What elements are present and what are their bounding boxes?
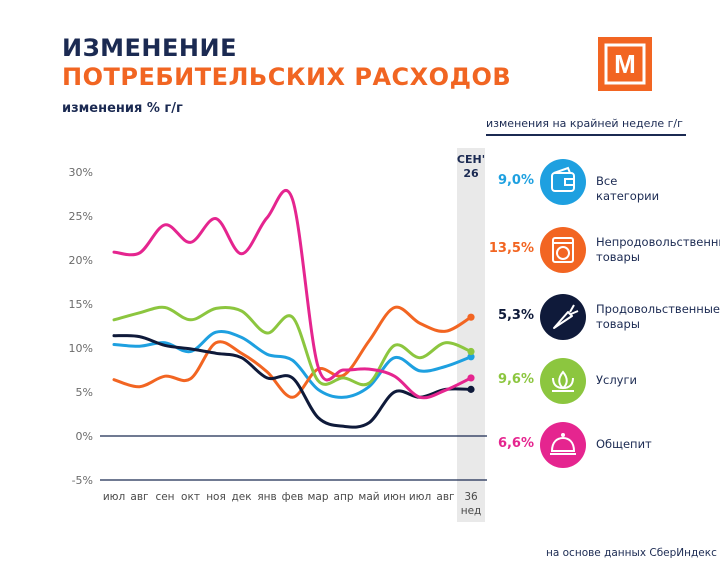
x-tick-label: мар [307, 491, 328, 503]
legend-divider [486, 134, 686, 136]
legend-value: 9,6% [497, 372, 534, 387]
series-line-1 [112, 305, 473, 399]
x-tick-label: окт [181, 491, 200, 503]
x-tick-label: дек [231, 491, 251, 503]
x-tick-label: ноя [206, 491, 226, 503]
x-tick-label: июн [383, 491, 406, 503]
legend-value: 9,0% [497, 173, 534, 188]
series-line-3 [112, 305, 473, 387]
y-tick-label: 30% [69, 166, 93, 179]
x-tick-label-line2: нед [461, 505, 482, 517]
chart-title-line1: ИЗМЕНЕНИЕ [62, 34, 237, 62]
carrot-icon [553, 304, 579, 329]
cloche-icon [550, 433, 576, 455]
series-endpoint-3 [467, 347, 475, 356]
x-tick-label: янв [257, 491, 276, 503]
legend-label-line2: товары [596, 317, 640, 331]
logo-letter: М [614, 49, 636, 79]
legend-value: 6,6% [497, 436, 534, 451]
legend-label-line2: товары [596, 250, 640, 264]
y-tick-label: 20% [69, 254, 93, 267]
x-tick-label: апр [334, 491, 354, 503]
series-endpoint-0 [467, 353, 475, 361]
x-tick-label: май [358, 491, 379, 503]
highlight-label-line2: 26 [463, 167, 479, 180]
y-tick-label: 10% [69, 342, 93, 355]
x-tick-label: июл [409, 491, 431, 503]
y-axis-caption: изменения % г/г [62, 101, 183, 116]
legend-icon-circle [540, 358, 586, 404]
legend-icon-circle [540, 227, 586, 273]
legend-icon-circle [540, 294, 586, 340]
x-tick-label: 36 [464, 491, 478, 503]
legend-value: 5,3% [497, 308, 534, 323]
legend-label-line1: Продовольственные [596, 302, 720, 316]
legend-icon-circle [540, 159, 586, 205]
legend-label: Продовольственные товары [596, 302, 720, 332]
y-tick-label: 25% [69, 210, 93, 223]
y-tick-label: -5% [72, 474, 93, 487]
series-line-0 [112, 329, 473, 399]
legend-icon-circle [540, 422, 586, 468]
x-tick-label: фев [282, 491, 304, 503]
y-tick-label: 15% [69, 298, 93, 311]
series-endpoint-1 [467, 313, 475, 321]
legend-label-line1: Непродовольственные [596, 235, 720, 249]
x-tick-label: сен [155, 491, 174, 503]
series-line-4 [112, 189, 473, 400]
y-tick-label: 0% [76, 430, 93, 443]
x-tick-label: авг [130, 491, 148, 503]
legend-caption: изменения на крайней неделе г/г [486, 117, 683, 130]
series-endpoint-2 [467, 385, 475, 393]
series-line-2 [112, 334, 473, 429]
legend-header: изменения на крайней неделе г/г [486, 117, 686, 136]
legend-value: 13,5% [488, 241, 534, 256]
brand-logo: М [598, 37, 652, 91]
highlight-label-line1: СЕН' [457, 153, 485, 166]
legend-label: Все категории [596, 174, 660, 203]
legend-label: Услуги [596, 373, 638, 387]
highlight-band [457, 148, 485, 522]
logo-m-icon: М [604, 43, 646, 85]
washing-machine-icon [552, 237, 574, 263]
series-endpoint-4 [467, 374, 475, 382]
lotus-icon [552, 370, 574, 392]
wallet-icon [551, 166, 575, 192]
legend-label: Непродовольственные товары [596, 235, 720, 265]
x-tick-label: июл [103, 491, 125, 503]
x-tick-label: авг [436, 491, 454, 503]
footer-source: на основе данных СберИндекс [546, 547, 717, 559]
legend-label: Общепит [596, 437, 652, 451]
y-tick-label: 5% [76, 386, 93, 399]
chart-title-line2: ПОТРЕБИТЕЛЬСКИХ РАСХОДОВ [62, 63, 512, 91]
